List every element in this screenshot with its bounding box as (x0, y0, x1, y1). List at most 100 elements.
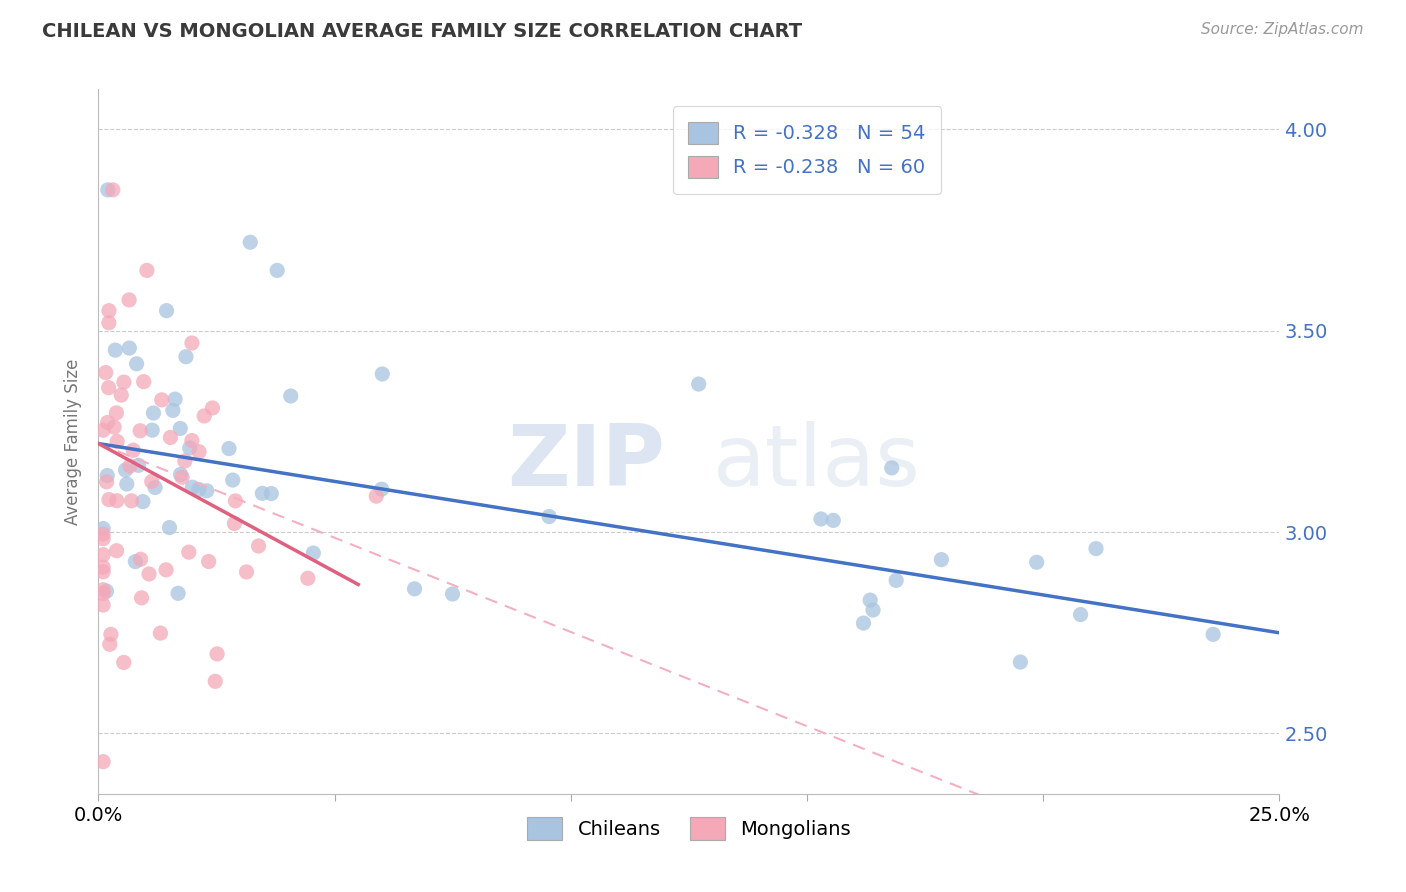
Point (297, 571, 319, 585)
Point (859, 593, 882, 607)
Point (247, 539, 270, 553)
Point (239, 235, 262, 250)
Point (823, 513, 845, 527)
Y-axis label: Average Family Size: Average Family Size (65, 359, 83, 524)
Point (193, 409, 215, 423)
Point (115, 477, 138, 491)
Point (98, 637, 121, 651)
Point (129, 424, 152, 438)
Point (105, 406, 128, 420)
Point (931, 552, 953, 566)
Point (218, 442, 240, 456)
Text: CHILEAN VS MONGOLIAN AVERAGE FAMILY SIZE CORRELATION CHART: CHILEAN VS MONGOLIAN AVERAGE FAMILY SIZE… (42, 22, 803, 41)
Point (1025, 555, 1047, 569)
Point (235, 565, 257, 579)
Point (138, 566, 160, 581)
Point (1010, 655, 1032, 669)
Point (880, 461, 903, 475)
Point (104, 343, 127, 358)
Point (96, 584, 118, 599)
Point (97, 183, 120, 197)
Point (97, 492, 120, 507)
Point (1070, 607, 1092, 622)
Point (884, 574, 907, 588)
Point (370, 482, 392, 496)
Point (188, 444, 211, 458)
Point (141, 475, 163, 489)
Point (132, 375, 155, 389)
Point (143, 481, 166, 495)
Point (118, 341, 141, 355)
Point (205, 647, 228, 661)
Point (91, 565, 114, 579)
Point (96, 475, 118, 489)
Point (120, 493, 142, 508)
Point (129, 552, 152, 566)
Point (132, 494, 155, 508)
Point (159, 520, 181, 534)
Point (97, 316, 120, 330)
Point (142, 406, 165, 420)
Text: ZIP: ZIP (508, 421, 665, 504)
Point (810, 512, 832, 526)
Point (91, 582, 114, 597)
Point (169, 467, 191, 482)
Point (204, 674, 226, 689)
Point (162, 403, 184, 417)
Point (181, 480, 204, 494)
Point (124, 555, 146, 569)
Point (112, 375, 135, 389)
Point (122, 443, 145, 458)
Point (167, 586, 190, 600)
Point (280, 389, 302, 403)
Point (159, 430, 181, 444)
Point (97, 381, 120, 395)
Point (441, 587, 464, 601)
Point (94, 366, 117, 380)
Point (91, 587, 114, 601)
Point (105, 434, 128, 449)
Point (852, 616, 875, 631)
Legend: Chileans, Mongolians: Chileans, Mongolians (519, 810, 859, 847)
Point (91, 755, 114, 769)
Point (91, 522, 114, 536)
Point (91, 532, 114, 546)
Point (91, 598, 114, 612)
Point (100, 627, 122, 641)
Point (105, 493, 128, 508)
Point (155, 563, 177, 577)
Point (135, 263, 157, 277)
Point (1202, 627, 1225, 641)
Point (260, 486, 283, 500)
Point (149, 626, 172, 640)
Point (266, 263, 288, 277)
Point (131, 591, 153, 605)
Point (91, 548, 114, 562)
Point (1085, 541, 1108, 556)
Point (302, 546, 325, 560)
Point (224, 494, 246, 508)
Point (118, 293, 141, 307)
Point (181, 336, 204, 351)
Point (96, 468, 118, 483)
Point (222, 473, 245, 487)
Point (128, 458, 150, 473)
Point (150, 392, 173, 407)
Point (538, 509, 561, 524)
Point (862, 603, 884, 617)
Point (110, 388, 132, 402)
Point (91, 527, 114, 541)
Point (366, 489, 388, 503)
Text: atlas: atlas (713, 421, 921, 504)
Point (112, 656, 135, 670)
Text: Source: ZipAtlas.com: Source: ZipAtlas.com (1201, 22, 1364, 37)
Point (97, 416, 120, 430)
Point (404, 582, 426, 596)
Point (97, 303, 120, 318)
Point (224, 516, 246, 531)
Point (252, 486, 274, 500)
Point (103, 420, 125, 434)
Point (118, 458, 141, 473)
Point (172, 470, 194, 484)
Point (173, 454, 195, 468)
